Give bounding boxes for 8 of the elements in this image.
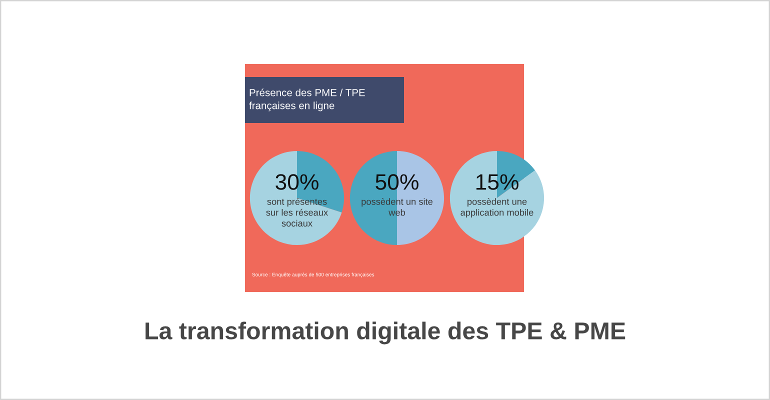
data-label: 30% <box>276 174 318 190</box>
slice-label: possèdent une application mobile <box>460 198 534 218</box>
pie-slice <box>250 150 342 246</box>
pie-slice <box>450 150 544 246</box>
chart-title: Présence des PME / TPE françaises en ligne <box>249 88 365 112</box>
text: La transformation digitale des TPE & PME <box>146 322 626 344</box>
data-label: 50% <box>376 174 418 190</box>
data-label: 15% <box>476 174 518 190</box>
